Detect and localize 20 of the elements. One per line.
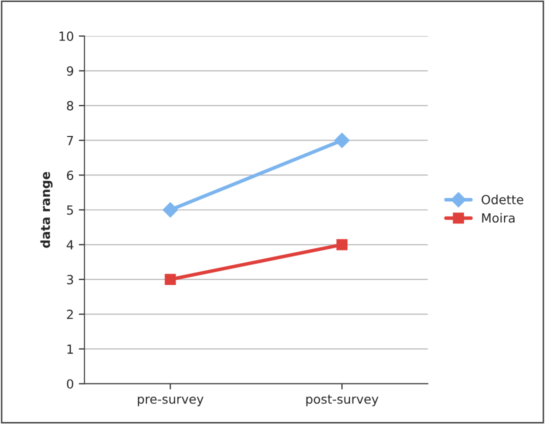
y-tick-label: 1 <box>67 344 73 354</box>
point <box>336 239 348 250</box>
y-tick-label: 6 <box>66 170 74 180</box>
point <box>334 132 350 148</box>
point <box>162 202 178 218</box>
y-tick-label: 9 <box>66 66 74 76</box>
y-tick-label: 3 <box>67 274 74 284</box>
legend-label: Odette <box>482 194 524 204</box>
y-tick-label: 10 <box>60 32 74 41</box>
y-axis-title: data range <box>40 172 53 248</box>
y-tick-label: 8 <box>66 101 74 111</box>
y-tick-label: 0 <box>66 379 74 389</box>
point <box>164 274 176 285</box>
y-tick-label: 4 <box>66 240 74 250</box>
x-tick-label: post-survey <box>306 394 378 406</box>
x-tick-label: pre-survey <box>138 396 204 406</box>
y-tick-label: 7 <box>67 136 73 146</box>
y-tick-label: 5 <box>67 206 73 215</box>
legend-label: Moira <box>482 213 515 223</box>
y-tick-label: 2 <box>67 310 73 319</box>
